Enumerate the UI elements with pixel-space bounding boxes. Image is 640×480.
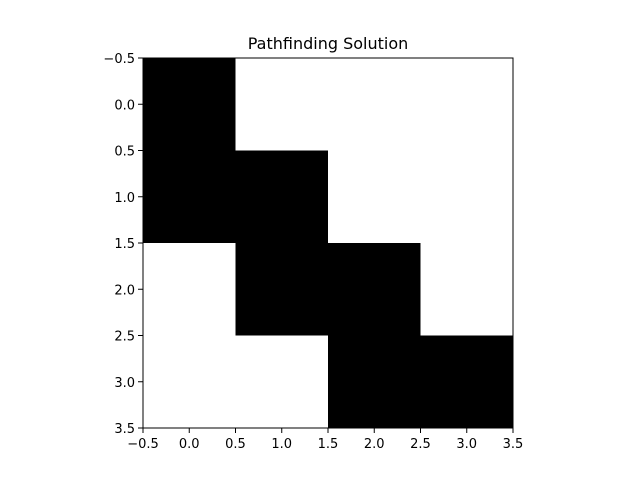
heatmap-cell-r3-c3 bbox=[420, 335, 513, 428]
x-tick-label: 2.0 bbox=[364, 437, 385, 452]
y-tick-label: 2.5 bbox=[114, 330, 135, 345]
y-tick-label: 3.5 bbox=[114, 422, 135, 437]
heatmap-cell-r2-c2 bbox=[328, 243, 421, 336]
x-tick-label: 2.5 bbox=[410, 437, 431, 452]
x-tick-label: 3.0 bbox=[456, 437, 477, 452]
heatmap-cell-r0-c1 bbox=[235, 58, 328, 151]
heatmap-cell-r0-c2 bbox=[328, 58, 421, 151]
heatmap-cell-r0-c3 bbox=[420, 58, 513, 151]
heatmap-cell-r2-c1 bbox=[235, 243, 328, 336]
heatmap-cell-r3-c0 bbox=[143, 335, 236, 428]
x-axis: −0.5 0.0 0.5 1.0 1.5 2.0 2.5 3.0 3.5 bbox=[127, 428, 523, 452]
y-tick-label: 0.0 bbox=[114, 98, 135, 113]
chart-title: Pathfinding Solution bbox=[248, 34, 409, 53]
x-tick-label: 3.5 bbox=[503, 437, 524, 452]
x-tick-label: 0.5 bbox=[225, 437, 246, 452]
x-tick-label: 1.5 bbox=[318, 437, 339, 452]
y-tick-label: 2.0 bbox=[114, 283, 135, 298]
y-tick-label: 1.5 bbox=[114, 237, 135, 252]
x-tick-label: −0.5 bbox=[127, 437, 159, 452]
heatmap-cell-r3-c2 bbox=[328, 335, 421, 428]
y-tick-label: 3.0 bbox=[114, 376, 135, 391]
heatmap-cell-r2-c0 bbox=[143, 243, 236, 336]
heatmap-cell-r1-c2 bbox=[328, 150, 421, 243]
heatmap-cell-r0-c0 bbox=[143, 58, 236, 151]
y-tick-label: −0.5 bbox=[103, 52, 135, 67]
x-tick-label: 1.0 bbox=[271, 437, 292, 452]
heatmap-cell-r2-c3 bbox=[420, 243, 513, 336]
y-axis: −0.5 0.0 0.5 1.0 1.5 2.0 2.5 3.0 3.5 bbox=[103, 52, 143, 437]
heatmap-cell-r3-c1 bbox=[235, 335, 328, 428]
x-tick-label: 0.0 bbox=[179, 437, 200, 452]
heatmap-cell-r1-c3 bbox=[420, 150, 513, 243]
y-tick-label: 1.0 bbox=[114, 191, 135, 206]
y-tick-label: 0.5 bbox=[114, 145, 135, 160]
heatmap-cell-r1-c1 bbox=[235, 150, 328, 243]
heatmap-cell-r1-c0 bbox=[143, 150, 236, 243]
heatmap-cells bbox=[143, 58, 513, 428]
